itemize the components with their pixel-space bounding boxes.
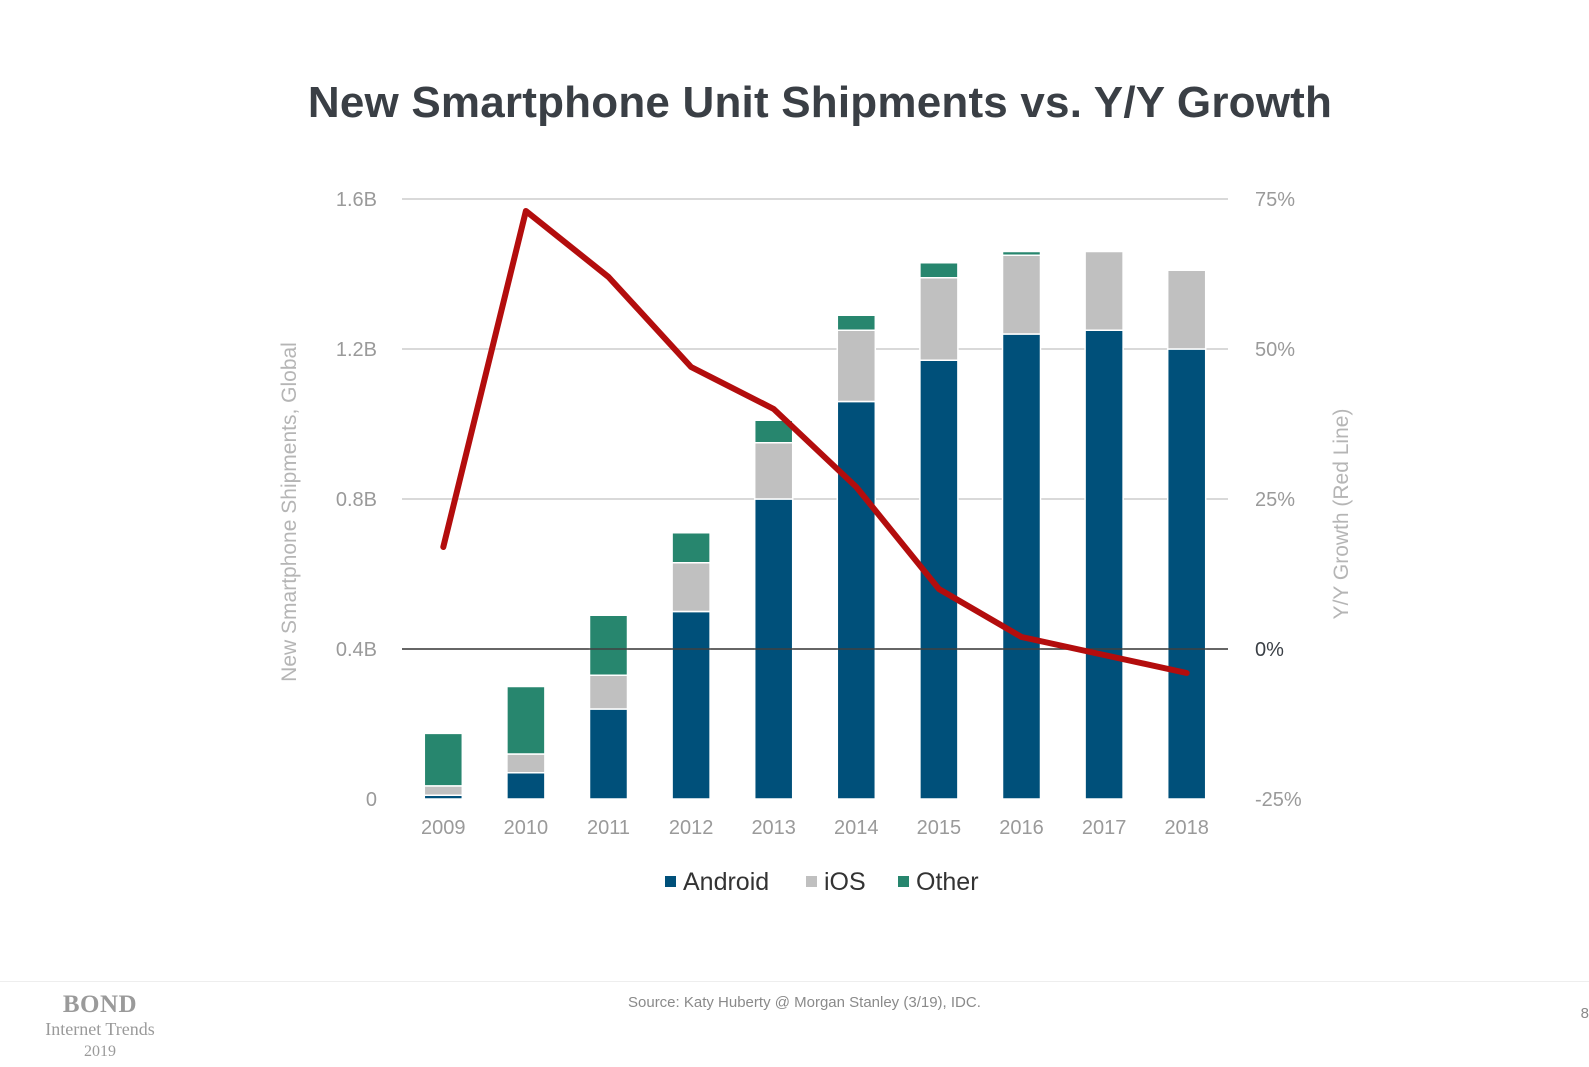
bar-other-2010: [506, 685, 546, 755]
legend-swatch-ios: [806, 876, 817, 887]
bar-ios-2010: [506, 753, 546, 774]
bar-ios-2014: [836, 329, 877, 403]
axes: 0 0.4B 0.8B 1.2B 1.6B -25% 0% 25% 50% 75% 2009 2010…: [278, 189, 1353, 839]
source-note: Source: Katy Huberty @ Morgan Stanley (3…: [628, 994, 981, 1011]
bar-other-2014: [836, 314, 877, 331]
page-number: 8: [1580, 1005, 1589, 1022]
growth-series-line: [440, 208, 1190, 676]
bar-ios-2011: [588, 674, 629, 710]
bar-other-2015: [919, 262, 959, 279]
x-tick-label: 2015: [917, 817, 962, 839]
bar-other-2011: [588, 614, 629, 676]
x-tick-label: 2018: [1164, 817, 1209, 839]
x-tick-label: 2010: [504, 817, 549, 839]
x-tick-label: 2011: [587, 817, 630, 839]
bar-android-2011: [588, 708, 629, 800]
bar-other-2012: [671, 532, 711, 564]
y2-tick-label: -25%: [1255, 789, 1302, 811]
y2-tick-label: 0%: [1255, 639, 1284, 661]
y-axis-title: New Smartphone Shipments, Global: [278, 342, 301, 682]
legend-item-ios: iOS: [806, 868, 866, 896]
legend-item-android: Android: [665, 868, 769, 896]
bar-android-2015: [919, 359, 959, 800]
y-tick-label: 0.4B: [336, 639, 377, 661]
x-tick-label: 2012: [669, 817, 714, 839]
legend: Android iOS Other: [665, 868, 979, 896]
bar-ios-2015: [919, 277, 959, 361]
y2-tick-label: 25%: [1255, 489, 1295, 511]
footer-divider: [0, 981, 1589, 982]
y-tick-label: 0: [366, 789, 377, 811]
bar-other-2013: [753, 419, 794, 444]
x-tick-label: 2013: [751, 817, 796, 839]
bar-android-2010: [506, 772, 546, 800]
bar-ios-2018: [1166, 269, 1207, 350]
legend-swatch-android: [665, 876, 676, 887]
bar-other-2009: [423, 732, 464, 787]
logo-subtitle: Internet Trends: [45, 1019, 155, 1039]
y-tick-label: 1.6B: [336, 189, 377, 211]
bar-ios-2009: [423, 785, 464, 796]
bar-ios-2017: [1084, 250, 1124, 331]
logo-year: 2019: [84, 1043, 116, 1060]
bar-ios-2013: [753, 442, 794, 500]
x-tick-label: 2016: [999, 817, 1044, 839]
y-tick-label: 1.2B: [336, 339, 377, 361]
logo-brand: BOND: [62, 991, 138, 1018]
legend-label-android: Android: [683, 868, 769, 896]
bond-logo: BOND Internet Trends 2019: [30, 992, 170, 1064]
y2-tick-label: 75%: [1255, 189, 1295, 211]
legend-label-other: Other: [916, 868, 979, 896]
bar-other-2016: [1001, 250, 1042, 256]
legend-label-ios: iOS: [824, 868, 866, 896]
bar-ios-2016: [1001, 254, 1042, 335]
slide-title: New Smartphone Unit Shipments vs. Y/Y Gr…: [307, 78, 1333, 127]
bar-android-2017: [1084, 329, 1124, 800]
legend-item-other: Other: [898, 868, 979, 896]
y-tick-label: 0.8B: [336, 489, 377, 511]
bar-android-2014: [836, 400, 877, 800]
bar-android-2016: [1001, 333, 1042, 800]
chart: 0 0.4B 0.8B 1.2B 1.6B -25% 0% 25% 50% 75% 2009 2010…: [278, 189, 1353, 896]
legend-swatch-other: [898, 876, 909, 887]
x-tick-label: 2009: [421, 817, 466, 839]
x-tick-label: 2017: [1082, 817, 1127, 839]
x-tick-label: 2014: [834, 817, 879, 839]
y2-axis-title: Y/Y Growth (Red Line): [1330, 409, 1353, 620]
bar-ios-2012: [671, 562, 711, 613]
bars: [423, 250, 1207, 800]
y2-tick-label: 50%: [1255, 339, 1295, 361]
bar-android-2012: [671, 610, 711, 800]
growth-line: [440, 208, 1190, 676]
bar-android-2018: [1166, 348, 1207, 800]
